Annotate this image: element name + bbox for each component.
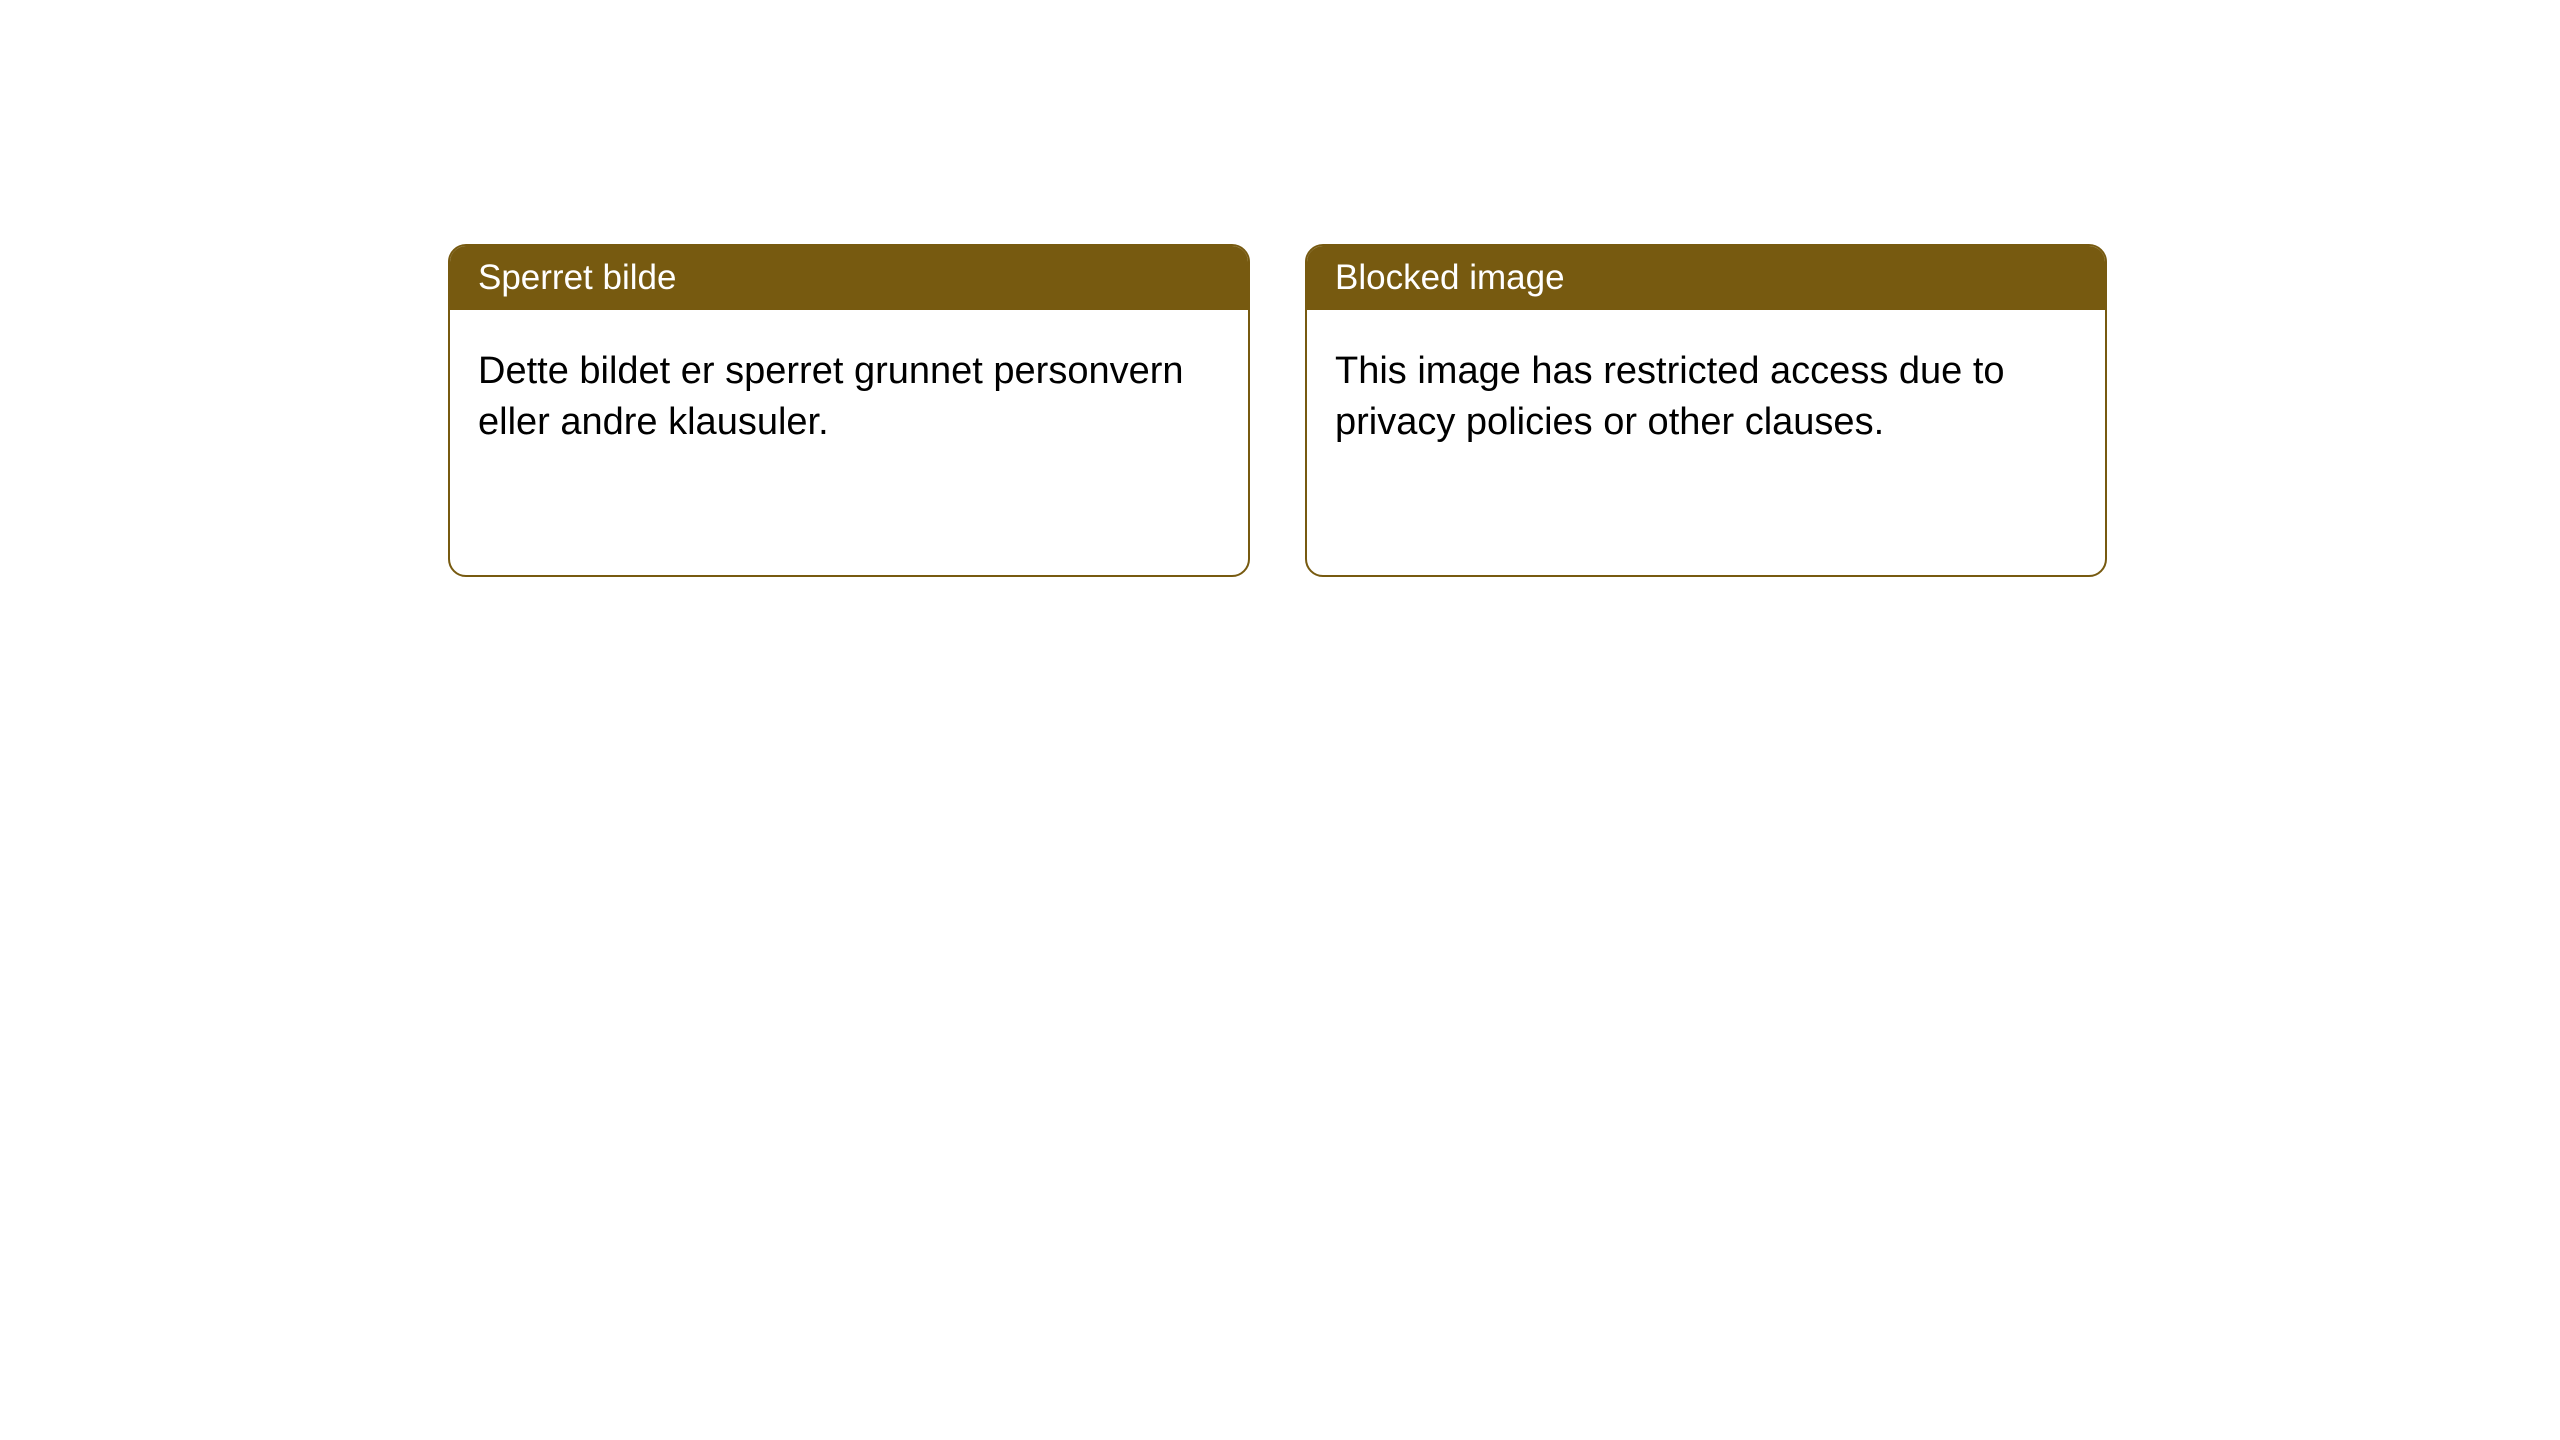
card-title: Sperret bilde <box>478 258 676 297</box>
blocked-image-card-en: Blocked image This image has restricted … <box>1305 244 2107 577</box>
cards-container: Sperret bilde Dette bildet er sperret gr… <box>448 244 2107 577</box>
card-body-text: Dette bildet er sperret grunnet personve… <box>478 350 1184 443</box>
card-header: Sperret bilde <box>450 246 1248 310</box>
card-body-text: This image has restricted access due to … <box>1335 350 2005 443</box>
blocked-image-card-no: Sperret bilde Dette bildet er sperret gr… <box>448 244 1250 577</box>
card-body: Dette bildet er sperret grunnet personve… <box>450 310 1248 575</box>
card-header: Blocked image <box>1307 246 2105 310</box>
card-body: This image has restricted access due to … <box>1307 310 2105 575</box>
card-title: Blocked image <box>1335 258 1565 297</box>
